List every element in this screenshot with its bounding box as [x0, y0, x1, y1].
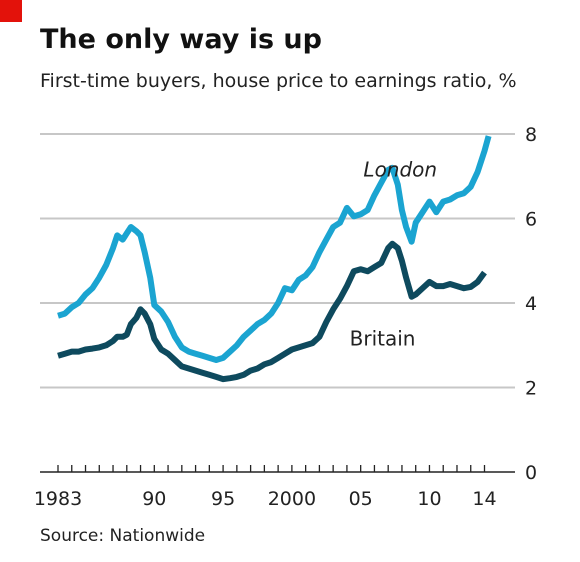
chart-subtitle: First-time buyers, house price to earnin…	[40, 70, 517, 92]
x-tick-label: 10	[417, 488, 441, 510]
x-axis: 1983 90 95 2000 05 10 14	[34, 465, 515, 510]
y-tick-label: 6	[525, 209, 537, 231]
x-tick-label: 1983	[34, 488, 82, 510]
series-line-london	[57, 135, 492, 363]
annotation-britain: Britain	[350, 326, 416, 350]
brand-red-tag	[0, 0, 22, 22]
series-line-britain	[57, 240, 487, 383]
x-tick-label: 2000	[268, 488, 316, 510]
series-annotations: London Britain	[350, 157, 437, 350]
y-tick-label: 8	[525, 124, 537, 146]
chart-title: The only way is up	[40, 24, 322, 55]
x-tick-label: 05	[349, 488, 373, 510]
grid-lines	[40, 133, 515, 389]
y-tick-label: 2	[525, 378, 537, 400]
x-tick-label: 90	[142, 488, 166, 510]
y-tick-label: 0	[525, 462, 537, 484]
series-lines	[57, 135, 492, 383]
y-tick-labels: 0 2 4 6 8	[525, 124, 537, 484]
x-tick-label: 14	[472, 488, 496, 510]
source-note: Source: Nationwide	[40, 526, 206, 546]
y-tick-label: 4	[525, 293, 537, 315]
x-tick-label: 95	[211, 488, 235, 510]
annotation-london: London	[363, 157, 437, 181]
